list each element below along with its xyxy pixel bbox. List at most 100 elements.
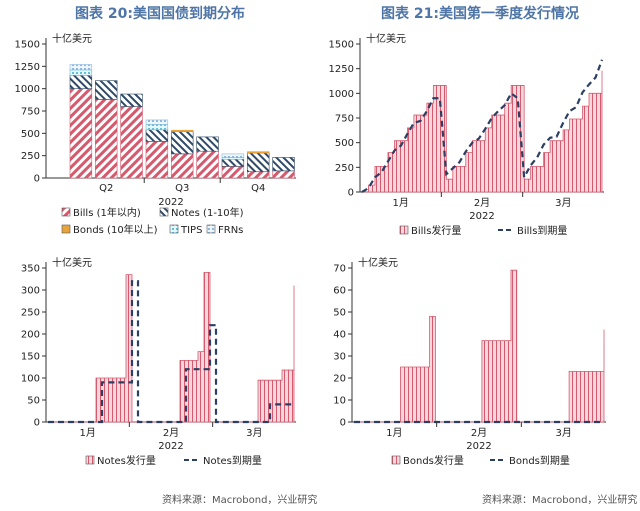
y-tick-label: 60 (333, 286, 346, 297)
y-tick-label: 500 (335, 138, 354, 149)
chart-title-maturity: 图表 20:美国国债到期分布 (75, 6, 245, 22)
legend-swatch (399, 225, 409, 235)
legend-notes: Notes (1-10年) (171, 206, 244, 219)
legend-issuance: Bonds发行量 (403, 454, 464, 467)
bar-bills (196, 150, 219, 179)
x-tick-label: 1月 (79, 427, 95, 439)
legend-issuance: Bills发行量 (411, 224, 461, 237)
unit-label: 十亿美元 (52, 32, 92, 45)
bar-frns (69, 64, 93, 71)
chart-title-issuance: 图表 21:美国第一季度发行情况 (381, 6, 579, 22)
bar-notes (69, 74, 93, 89)
y-tick-label: 0 (34, 418, 40, 429)
bar-frns (145, 119, 169, 125)
unit-label: 十亿美元 (358, 256, 398, 269)
legend-bills: Bills (1年以内) (73, 206, 141, 219)
series-area-issuance (48, 272, 295, 423)
x-tick-label: 2月 (474, 197, 490, 209)
series-area-issuance (362, 70, 603, 193)
legend-maturity: Bonds到期量 (509, 455, 570, 467)
y-tick-label: 300 (21, 286, 40, 297)
y-tick-label: 200 (21, 330, 40, 341)
y-tick-label: 1250 (15, 62, 40, 73)
legend-swatch (85, 455, 95, 465)
legend-swatch (169, 224, 179, 234)
series-area-issuance (354, 269, 605, 423)
bar-notes (145, 129, 169, 142)
x-group-label: Q3 (175, 183, 189, 194)
x-tick-label: 2月 (163, 427, 179, 439)
x-year-label: 2022 (158, 197, 183, 208)
x-tick-label: 2月 (471, 427, 487, 439)
legend-maturity: Bills到期量 (517, 225, 567, 237)
bar-bills (221, 166, 245, 179)
series-line-maturity (48, 280, 294, 424)
legend-swatch (206, 224, 216, 234)
legend-bonds: Bonds (10年以上) (73, 223, 158, 236)
series-line-maturity (361, 59, 604, 193)
x-tick-label: 1月 (392, 197, 408, 209)
bar-notes (171, 131, 194, 155)
legend-issuance: Notes发行量 (97, 454, 156, 467)
unit-label: 十亿美元 (52, 256, 92, 269)
source-note-right: 资料来源：Macrobond，兴业研究 (482, 495, 638, 506)
bar-bonds (171, 129, 194, 132)
x-group-label: Q2 (99, 183, 113, 194)
y-tick-label: 250 (21, 151, 40, 162)
y-tick-label: 0 (348, 188, 354, 199)
bar-notes (196, 136, 219, 152)
legend-swatch (391, 455, 401, 465)
bar-bonds (247, 151, 270, 154)
y-tick-label: 150 (21, 352, 40, 363)
x-tick-label: 1月 (386, 427, 402, 439)
legend-swatch (61, 224, 71, 234)
y-tick-label: 70 (333, 264, 346, 275)
y-tick-label: 100 (21, 374, 40, 385)
unit-label: 十亿美元 (366, 32, 406, 45)
y-tick-label: 0 (340, 418, 346, 429)
legend-tips: TIPS (180, 225, 202, 236)
x-year-label: 2022 (158, 441, 183, 452)
y-tick-label: 10 (333, 396, 346, 407)
y-tick-label: 0 (34, 174, 40, 185)
bar-bills (272, 170, 295, 179)
bar-bills (69, 88, 93, 179)
bar-frns (221, 153, 245, 158)
bar-notes (120, 93, 143, 107)
x-group-label: Q4 (251, 183, 265, 194)
bar-notes (221, 158, 245, 167)
y-tick-label: 1000 (329, 89, 354, 100)
y-tick-label: 30 (333, 352, 346, 363)
legend-swatch (159, 207, 169, 217)
y-tick-label: 40 (333, 330, 346, 341)
y-tick-label: 500 (21, 129, 40, 140)
bar-tips (145, 124, 169, 131)
bar-notes (95, 80, 118, 100)
source-note-left: 资料来源：Macrobond，兴业研究 (162, 495, 318, 506)
y-tick-label: 250 (335, 163, 354, 174)
y-tick-label: 750 (21, 107, 40, 118)
y-tick-label: 1500 (15, 40, 40, 51)
bar-bills (95, 99, 118, 179)
x-year-label: 2022 (466, 441, 491, 452)
y-tick-label: 20 (333, 374, 346, 385)
bar-bills (145, 141, 169, 179)
bar-notes (247, 152, 270, 173)
legend-swatch (61, 207, 71, 217)
y-tick-label: 350 (21, 264, 40, 275)
chart-maturity-distribution: 0 250 500 750 1000 1250 1500 十亿美元 Q2 Q3 Q4 2022 Bill… (15, 32, 296, 236)
x-tick-label: 3月 (555, 427, 571, 439)
bar-tips (69, 69, 93, 76)
y-tick-label: 1500 (329, 40, 354, 51)
y-tick-label: 1000 (15, 84, 40, 95)
y-tick-label: 50 (27, 396, 40, 407)
bar-notes (272, 157, 295, 172)
y-tick-label: 250 (21, 308, 40, 319)
y-tick-label: 1250 (329, 64, 354, 75)
bar-bills (171, 153, 194, 179)
bar-bills (120, 106, 143, 179)
y-tick-label: 50 (333, 308, 346, 319)
chart-bills-issuance: 0 250 500 750 1000 1250 1500 十亿美元 1月 2月 3月 2022 Bill… (329, 32, 604, 237)
